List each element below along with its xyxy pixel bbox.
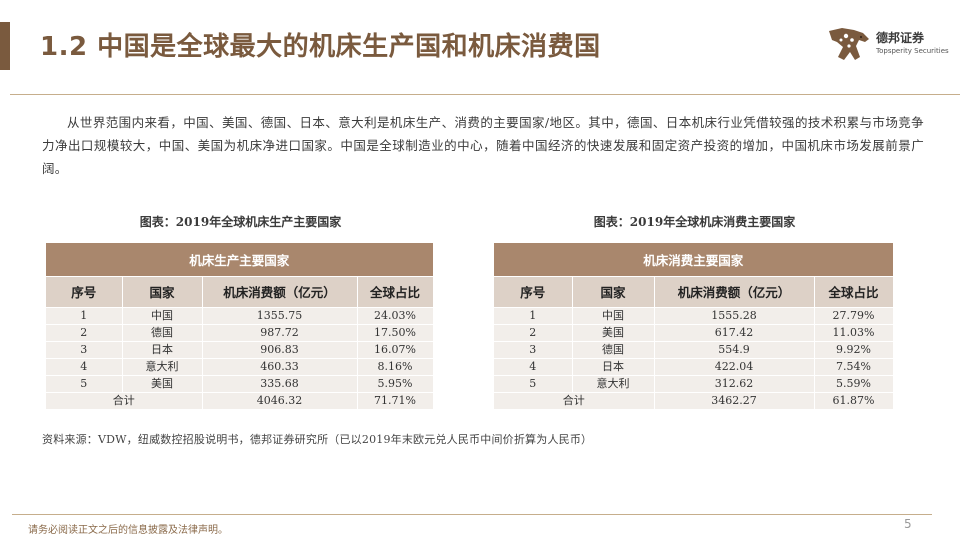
total-value-cell: 4046.32 bbox=[202, 392, 358, 410]
country-cell: 中国 bbox=[122, 307, 203, 325]
company-logo: 德邦证券 Topsperity Securities bbox=[828, 25, 949, 67]
value-cell: 1555.28 bbox=[654, 307, 815, 325]
share-cell: 17.50% bbox=[357, 324, 434, 342]
share-cell: 5.59% bbox=[814, 375, 894, 393]
total-value-cell: 3462.27 bbox=[654, 392, 815, 410]
value-cell: 1355.75 bbox=[202, 307, 358, 325]
table-row: 4 日本 422.04 7.54% bbox=[494, 358, 894, 376]
column-header: 机床消费额（亿元） bbox=[654, 276, 815, 308]
consumption-table-banner: 机床消费主要国家 bbox=[494, 243, 894, 277]
value-cell: 422.04 bbox=[654, 358, 815, 376]
country-cell: 意大利 bbox=[122, 358, 203, 376]
rank-cell: 4 bbox=[46, 358, 123, 376]
share-cell: 27.79% bbox=[814, 307, 894, 325]
value-cell: 906.83 bbox=[202, 341, 358, 359]
value-cell: 987.72 bbox=[202, 324, 358, 342]
rank-cell: 4 bbox=[494, 358, 573, 376]
page-title: 1.2 中国是全球最大的机床生产国和机床消费国 bbox=[40, 32, 601, 62]
value-cell: 460.33 bbox=[202, 358, 358, 376]
share-cell: 16.07% bbox=[357, 341, 434, 359]
rank-cell: 3 bbox=[46, 341, 123, 359]
table-row: 5 意大利 312.62 5.59% bbox=[494, 375, 894, 393]
rank-cell: 1 bbox=[46, 307, 123, 325]
consumption-table: 机床消费主要国家 序号 国家 机床消费额（亿元） 全球占比 1 中国 1555.… bbox=[494, 243, 894, 410]
logo-name-cn: 德邦证券 bbox=[876, 31, 925, 45]
rank-cell: 3 bbox=[494, 341, 573, 359]
total-share-cell: 71.71% bbox=[357, 392, 434, 410]
share-cell: 9.92% bbox=[814, 341, 894, 359]
production-table-banner: 机床生产主要国家 bbox=[46, 243, 434, 277]
rank-cell: 5 bbox=[46, 375, 123, 393]
table-header-row: 序号 国家 机床消费额（亿元） 全球占比 bbox=[494, 276, 894, 308]
table-row: 3 日本 906.83 16.07% bbox=[46, 341, 434, 359]
share-cell: 24.03% bbox=[357, 307, 434, 325]
value-cell: 335.68 bbox=[202, 375, 358, 393]
share-cell: 7.54% bbox=[814, 358, 894, 376]
country-cell: 意大利 bbox=[572, 375, 655, 393]
table-header-row: 序号 国家 机床消费额（亿元） 全球占比 bbox=[46, 276, 434, 308]
total-share-cell: 61.87% bbox=[814, 392, 894, 410]
consumption-table-caption: 图表：2019年全球机床消费主要国家 bbox=[593, 215, 796, 229]
leopard-logo-icon bbox=[829, 28, 869, 60]
table-row: 5 美国 335.68 5.95% bbox=[46, 375, 434, 393]
column-header: 序号 bbox=[46, 276, 123, 308]
rank-cell: 2 bbox=[494, 324, 573, 342]
intro-paragraph: 从世界范围内来看，中国、美国、德国、日本、意大利是机床生产、消费的主要国家/地区… bbox=[42, 115, 924, 176]
country-cell: 日本 bbox=[572, 358, 655, 376]
value-cell: 617.42 bbox=[654, 324, 815, 342]
country-cell: 德国 bbox=[572, 341, 655, 359]
country-cell: 日本 bbox=[122, 341, 203, 359]
country-cell: 中国 bbox=[572, 307, 655, 325]
column-header: 机床消费额（亿元） bbox=[202, 276, 358, 308]
total-label-cell: 合计 bbox=[494, 392, 655, 410]
table-row: 3 德国 554.9 9.92% bbox=[494, 341, 894, 359]
page-number: 5 bbox=[904, 517, 912, 531]
column-header: 国家 bbox=[572, 276, 655, 308]
footer-divider bbox=[12, 514, 932, 515]
total-row: 合计 4046.32 71.71% bbox=[46, 392, 434, 410]
logo-name-en: Topsperity Securities bbox=[876, 47, 949, 55]
production-table-caption: 图表：2019年全球机床生产主要国家 bbox=[139, 215, 342, 229]
total-row: 合计 3462.27 61.87% bbox=[494, 392, 894, 410]
share-cell: 5.95% bbox=[357, 375, 434, 393]
value-cell: 554.9 bbox=[654, 341, 815, 359]
rank-cell: 2 bbox=[46, 324, 123, 342]
table-row: 1 中国 1555.28 27.79% bbox=[494, 307, 894, 325]
column-header: 序号 bbox=[494, 276, 573, 308]
rank-cell: 5 bbox=[494, 375, 573, 393]
legal-disclaimer: 请务必阅读正文之后的信息披露及法律声明。 bbox=[28, 525, 228, 536]
country-cell: 美国 bbox=[122, 375, 203, 393]
total-label-cell: 合计 bbox=[46, 392, 203, 410]
column-header: 国家 bbox=[122, 276, 203, 308]
title-accent-bar bbox=[0, 22, 10, 70]
table-row: 4 意大利 460.33 8.16% bbox=[46, 358, 434, 376]
title-divider bbox=[10, 94, 960, 95]
country-cell: 美国 bbox=[572, 324, 655, 342]
value-cell: 312.62 bbox=[654, 375, 815, 393]
table-row: 1 中国 1355.75 24.03% bbox=[46, 307, 434, 325]
column-header: 全球占比 bbox=[357, 276, 434, 308]
rank-cell: 1 bbox=[494, 307, 573, 325]
table-row: 2 德国 987.72 17.50% bbox=[46, 324, 434, 342]
country-cell: 德国 bbox=[122, 324, 203, 342]
share-cell: 11.03% bbox=[814, 324, 894, 342]
column-header: 全球占比 bbox=[814, 276, 894, 308]
production-table: 机床生产主要国家 序号 国家 机床消费额（亿元） 全球占比 1 中国 1355.… bbox=[46, 243, 434, 410]
source-note: 资料来源：VDW，纽威数控招股说明书，德邦证券研究所（已以2019年末欧元兑人民… bbox=[42, 433, 593, 446]
table-row: 2 美国 617.42 11.03% bbox=[494, 324, 894, 342]
share-cell: 8.16% bbox=[357, 358, 434, 376]
